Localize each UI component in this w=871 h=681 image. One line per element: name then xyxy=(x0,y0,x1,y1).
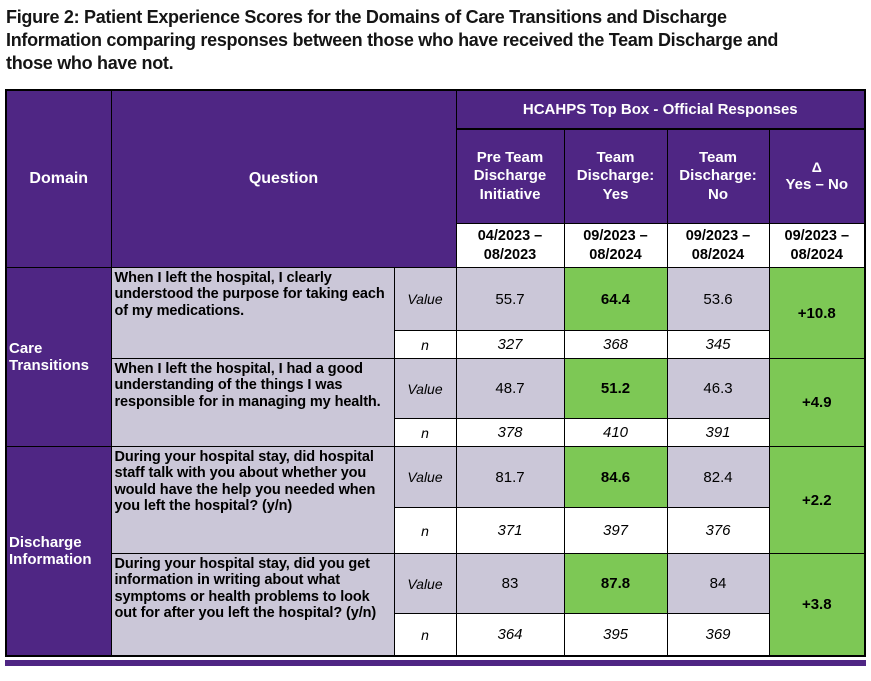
q4-question-text: During your hospital stay, did you get i… xyxy=(110,553,395,657)
q2-question-text: When I left the hospital, I had a good u… xyxy=(110,358,395,448)
col-header-delta: Δ Yes – No xyxy=(768,128,866,225)
q2-value-yes: 51.2 xyxy=(563,358,668,420)
q2-n-no: 391 xyxy=(666,418,770,448)
q4-n-label: n xyxy=(393,613,457,657)
q2-value-no: 46.3 xyxy=(666,358,770,420)
q1-value-label: Value xyxy=(393,267,457,332)
q3-value-row: Discharge Information During your hospit… xyxy=(5,446,866,657)
col-header-team-yes: Team Discharge: Yes xyxy=(563,128,668,225)
q3-n-label: n xyxy=(393,507,457,555)
figure-caption: Figure 2: Patient Experience Scores for … xyxy=(6,7,779,74)
q3-n-no: 376 xyxy=(666,507,770,555)
q4-delta: +3.8 xyxy=(768,553,866,657)
group-header-hcahps: HCAHPS Top Box - Official Responses xyxy=(455,89,866,131)
q2-n-yes: 410 xyxy=(563,418,668,448)
q2-n-pre: 378 xyxy=(455,418,565,448)
q1-n-no: 345 xyxy=(666,330,770,360)
q4-value-label: Value xyxy=(393,553,457,615)
q4-value-no: 84 xyxy=(666,553,770,615)
bottom-accent-bar xyxy=(5,660,866,667)
q2-n-row: n 378 410 391 xyxy=(6,418,865,448)
figure-table: Domain Question HCAHPS Top Box - Officia… xyxy=(5,89,867,658)
figure-page: Figure 2: Patient Experience Scores for … xyxy=(5,7,867,667)
q1-n-row: n 327 368 345 xyxy=(6,330,865,360)
q4-value-yes: 87.8 xyxy=(563,553,668,615)
domain-discharge-information: Discharge Information xyxy=(5,446,112,657)
q1-value-pre: 55.7 xyxy=(455,267,565,332)
col-header-team-no: Team Discharge: No xyxy=(666,128,770,225)
q2-value-label: Value xyxy=(393,358,457,420)
header-row-columns: Pre Team Discharge Initiative Team Disch… xyxy=(6,128,866,225)
q4-value-pre: 83 xyxy=(455,553,565,615)
date-team-yes: 09/2023 – 08/2024 xyxy=(563,223,668,269)
q1-value-no: 53.6 xyxy=(666,267,770,332)
q3-value-yes: 84.6 xyxy=(563,446,668,509)
q3-value-no: 82.4 xyxy=(666,446,770,509)
delta-label: Yes – No xyxy=(785,175,849,193)
q1-n-yes: 368 xyxy=(563,330,668,360)
q2-delta: +4.9 xyxy=(768,358,866,448)
q4-n-yes: 395 xyxy=(563,613,668,657)
q1-value-row: Care Transitions When I left the hospita… xyxy=(5,267,866,448)
q3-question-text: During your hospital stay, did hospital … xyxy=(110,446,395,555)
header-row-dates: 04/2023 – 08/2023 09/2023 – 08/2024 09/2… xyxy=(6,223,866,269)
delta-symbol: Δ xyxy=(811,158,822,175)
q3-n-pre: 371 xyxy=(455,507,565,555)
q4-n-no: 369 xyxy=(666,613,770,657)
date-team-no: 09/2023 – 08/2024 xyxy=(666,223,770,269)
q3-value-pre: 81.7 xyxy=(455,446,565,509)
domain-column-header: Domain xyxy=(5,89,112,269)
col-header-pre-team: Pre Team Discharge Initiative xyxy=(455,128,565,225)
domain-care-transitions: Care Transitions xyxy=(5,267,112,448)
header-row-group: Domain Question HCAHPS Top Box - Officia… xyxy=(5,89,866,269)
q3-n-row: n 371 397 376 xyxy=(6,507,865,555)
q2-n-label: n xyxy=(393,418,457,448)
q3-value-label: Value xyxy=(393,446,457,509)
q1-n-pre: 327 xyxy=(455,330,565,360)
question-column-header: Question xyxy=(110,89,457,269)
q1-question-text: When I left the hospital, I clearly unde… xyxy=(110,267,395,360)
q1-delta: +10.8 xyxy=(768,267,866,360)
q4-n-row: n 364 395 369 xyxy=(6,613,865,657)
q4-n-pre: 364 xyxy=(455,613,565,657)
q2-value-pre: 48.7 xyxy=(455,358,565,420)
date-delta: 09/2023 – 08/2024 xyxy=(768,223,866,269)
q3-n-yes: 397 xyxy=(563,507,668,555)
q3-delta: +2.2 xyxy=(768,446,866,555)
q2-value-row: When I left the hospital, I had a good u… xyxy=(6,358,866,448)
date-pre-team: 04/2023 – 08/2023 xyxy=(455,223,565,269)
q1-value-yes: 64.4 xyxy=(563,267,668,332)
q1-n-label: n xyxy=(393,330,457,360)
q4-value-row: During your hospital stay, did you get i… xyxy=(6,553,866,657)
